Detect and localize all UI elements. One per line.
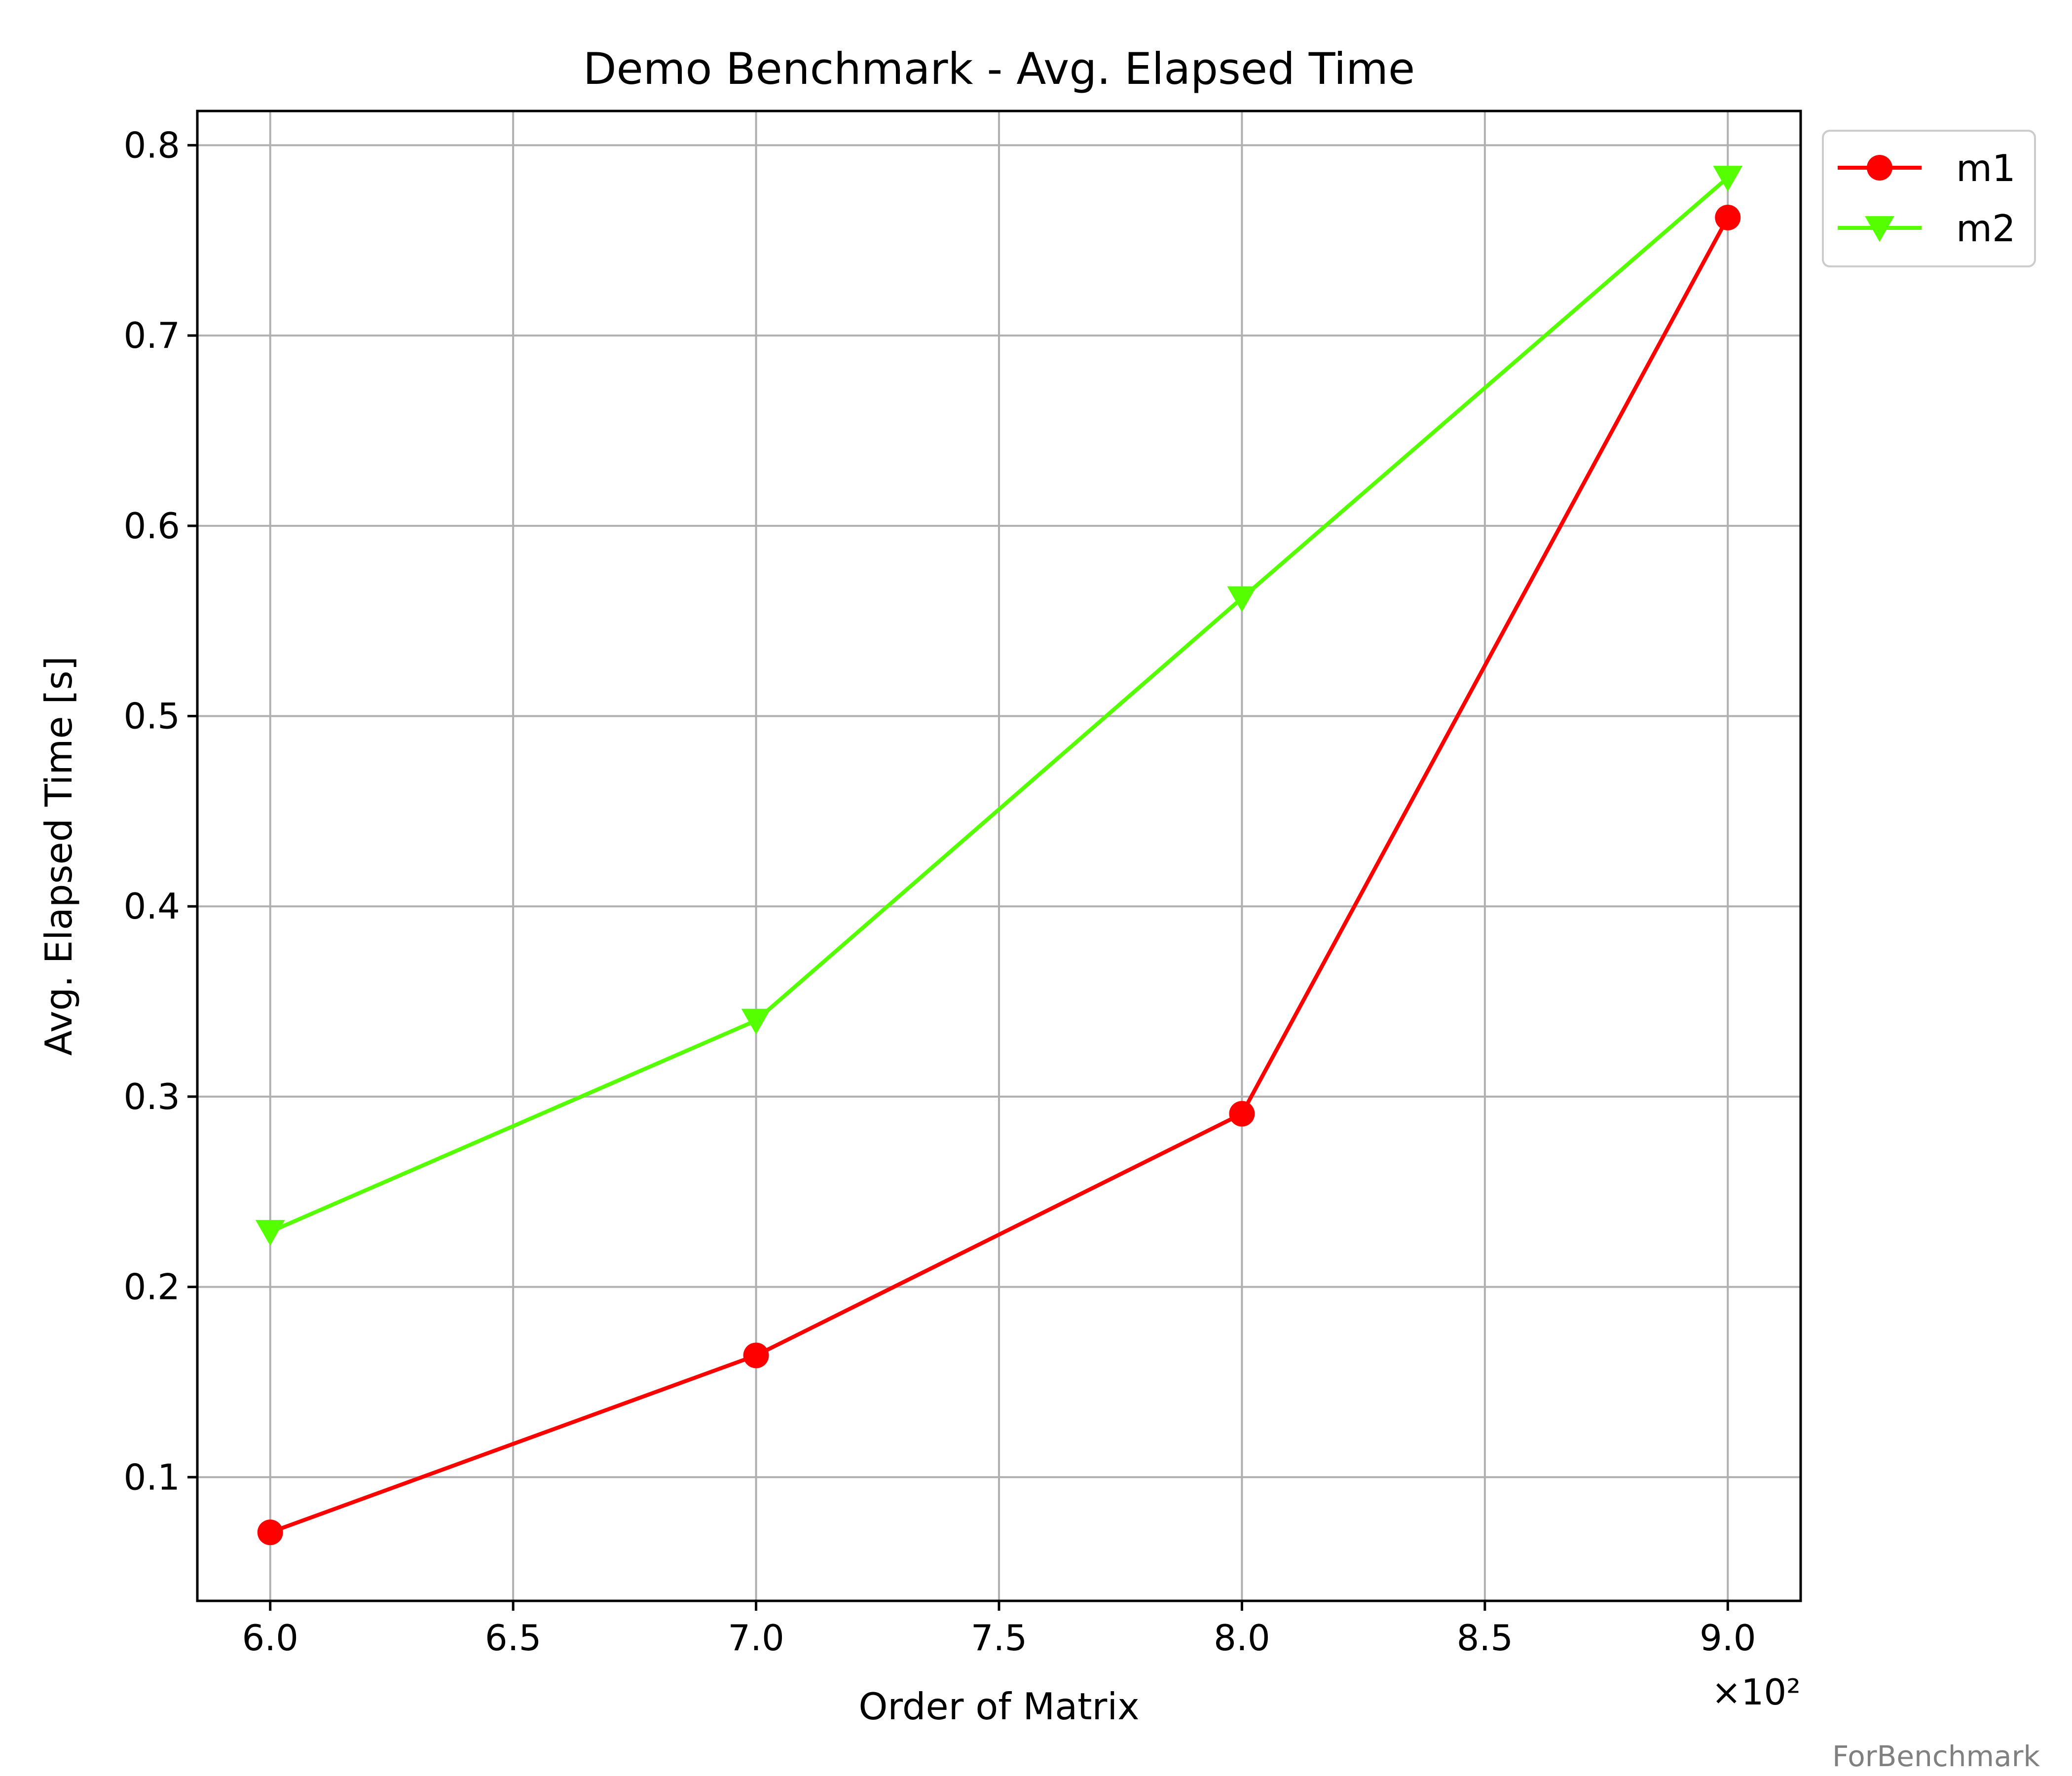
legend-marker — [1865, 216, 1894, 242]
data-point-m1 — [257, 1519, 283, 1546]
x-tick-label: 8.5 — [1457, 1617, 1514, 1659]
x-tick-label: 8.0 — [1214, 1617, 1270, 1659]
x-axis-offset-label: ×10² — [1711, 1671, 1801, 1713]
y-tick-label: 0.4 — [123, 886, 180, 927]
series-m1 — [257, 204, 1741, 1546]
series-line-m2 — [269, 176, 1729, 1234]
series-layer — [255, 166, 1743, 1546]
y-axis-label: Avg. Elapsed Time [s] — [37, 656, 80, 1056]
legend-marker — [1867, 155, 1892, 181]
x-axis-label: Order of Matrix — [858, 1685, 1139, 1728]
data-point-m2 — [741, 1008, 771, 1035]
series-m2 — [255, 166, 1743, 1246]
x-tick-label: 7.0 — [728, 1617, 784, 1659]
data-point-m2 — [1227, 586, 1257, 612]
legend-label: m2 — [1956, 207, 2016, 250]
y-tick-label: 0.1 — [123, 1456, 180, 1498]
x-tick-label: 6.5 — [485, 1617, 542, 1659]
series-line-m1 — [269, 217, 1730, 1534]
y-tick-label: 0.8 — [123, 124, 180, 166]
chart-title: Demo Benchmark - Avg. Elapsed Time — [583, 43, 1415, 94]
axis-ticks: 6.0 6.5 7.0 7.5 8.0 8.5 9.0 0.1 0.2 0.3 0.4 0.5 0.6 0… — [123, 124, 1756, 1659]
data-point-m1 — [743, 1342, 769, 1369]
legend-label: m1 — [1956, 147, 2016, 190]
data-point-m2 — [1713, 166, 1743, 192]
x-tick-label: 6.0 — [242, 1617, 298, 1659]
grid-lines — [197, 111, 1801, 1601]
watermark: ForBenchmark — [1832, 1739, 2040, 1773]
y-tick-label: 0.5 — [123, 696, 180, 737]
legend-item-m1: m1 — [1838, 147, 2016, 190]
y-tick-label: 0.2 — [123, 1266, 180, 1308]
y-tick-label: 0.3 — [123, 1076, 180, 1117]
x-tick-label: 7.5 — [971, 1617, 1028, 1659]
data-point-m1 — [1715, 204, 1741, 230]
y-tick-label: 0.6 — [123, 505, 180, 547]
legend-item-m2: m2 — [1838, 207, 2016, 250]
x-tick-label: 9.0 — [1700, 1617, 1756, 1659]
y-tick-label: 0.7 — [123, 315, 180, 356]
data-point-m1 — [1229, 1101, 1255, 1127]
data-point-m2 — [255, 1220, 285, 1246]
